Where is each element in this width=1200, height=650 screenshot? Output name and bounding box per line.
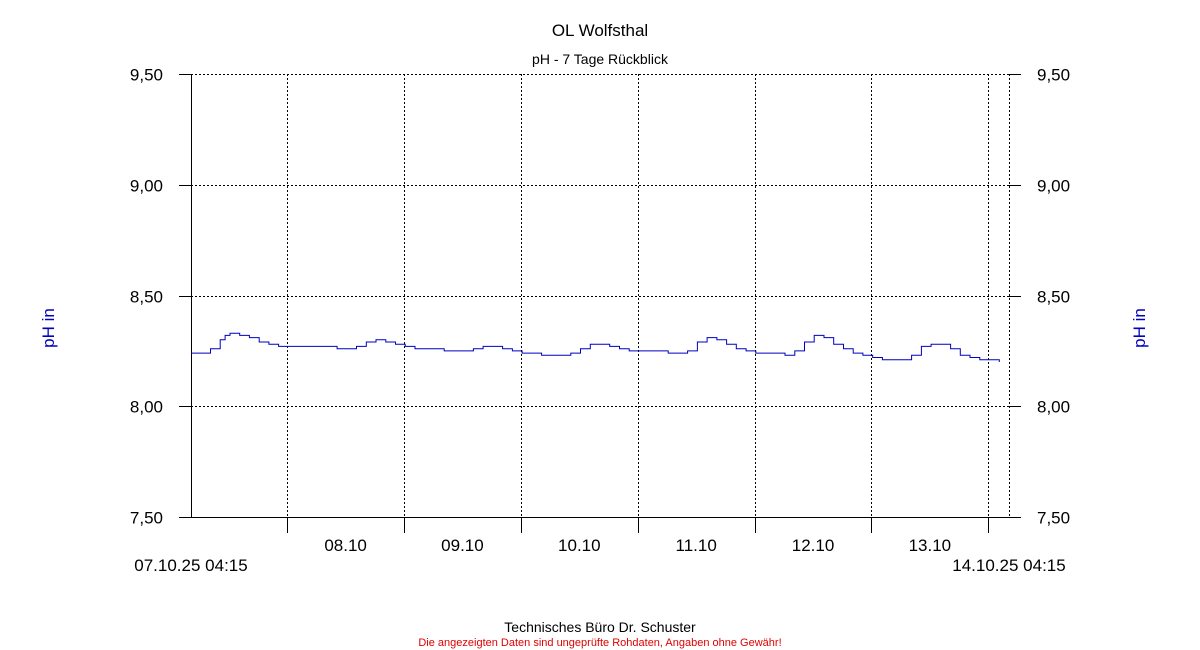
y-tick-label-left: 9,00 xyxy=(130,177,163,196)
y-tick-label-left: 7,50 xyxy=(130,509,163,528)
x-tick-label: 11.10 xyxy=(676,536,717,555)
y-tick-label-right: 9,00 xyxy=(1037,177,1070,196)
x-end-label: 14.10.25 04:15 xyxy=(952,556,1065,575)
chart-subtitle: pH - 7 Tage Rückblick xyxy=(532,51,669,67)
x-tick-label: 12.10 xyxy=(792,536,835,555)
x-tick-label: 10.10 xyxy=(558,536,601,555)
y-axis-label-right: pH in xyxy=(1130,308,1149,348)
footer-credit: Technisches Büro Dr. Schuster xyxy=(504,619,696,635)
y-tick-label-left: 8,00 xyxy=(130,398,163,417)
y-tick-label-left: 9,50 xyxy=(130,66,163,85)
chart-title: OL Wolfsthal xyxy=(552,21,648,40)
y-tick-label-right: 8,00 xyxy=(1037,398,1070,417)
axes xyxy=(179,74,1021,533)
y-tick-label-right: 8,50 xyxy=(1037,288,1070,307)
series-line-ph xyxy=(191,332,1000,362)
x-ticks: 08.10 09.10 10.10 11.10 12.10 13.10 xyxy=(324,536,951,555)
y-axis-label-left: pH in xyxy=(39,308,58,348)
y-tick-label-right: 9,50 xyxy=(1037,66,1070,85)
y-ticks-left: 7,50 8,00 8,50 9,00 9,50 xyxy=(130,66,163,528)
x-tick-label: 13.10 xyxy=(909,536,952,555)
y-tick-label-left: 8,50 xyxy=(130,288,163,307)
x-start-label: 07.10.25 04:15 xyxy=(134,556,247,575)
y-tick-label-right: 7,50 xyxy=(1037,509,1070,528)
series xyxy=(191,332,1000,362)
x-tick-label: 09.10 xyxy=(441,536,484,555)
grid xyxy=(191,74,1010,517)
x-tick-label: 08.10 xyxy=(324,536,367,555)
footer-disclaimer: Die angezeigten Daten sind ungeprüfte Ro… xyxy=(418,637,781,649)
y-ticks-right: 7,50 8,00 8,50 9,00 9,50 xyxy=(1037,66,1070,528)
